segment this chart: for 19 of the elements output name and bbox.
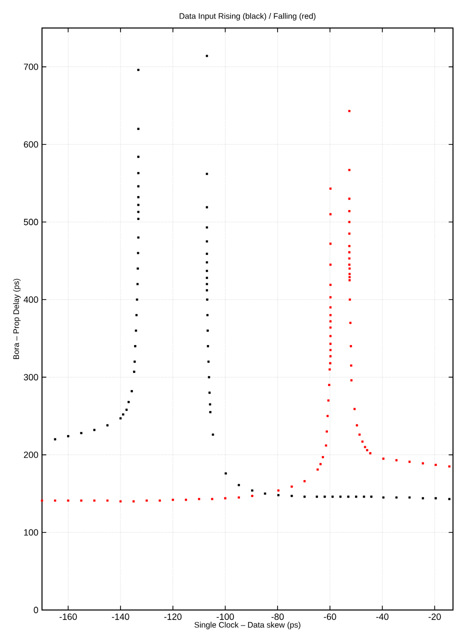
y-axis-title: Bora – Prop Delay (ps) — [13, 278, 21, 360]
y-tick-label: 500 — [24, 218, 38, 226]
x-tick-label: -60 — [324, 614, 336, 620]
x-tick-label: -40 — [376, 614, 388, 620]
y-tick-label: 700 — [24, 64, 38, 70]
x-tick-label: -100 — [216, 614, 234, 620]
y-tick-label: 200 — [24, 452, 38, 458]
y-tick-label: 600 — [24, 141, 38, 148]
x-axis-title: Single Clock – Data skew (ps) — [194, 622, 300, 630]
chart-title: Data Input Rising (black) / Falling (red) — [180, 13, 316, 20]
y-tick-label: 100 — [24, 529, 38, 536]
x-tick-label: -80 — [272, 614, 284, 620]
y-tick-label: 300 — [24, 374, 38, 380]
y-tick-label: 400 — [24, 296, 38, 303]
x-tick-label: -20 — [428, 614, 441, 620]
x-tick-label: -120 — [164, 614, 182, 620]
y-tick-label: 0 — [34, 606, 38, 614]
x-tick-label: -160 — [60, 614, 77, 620]
x-tick-label: -140 — [112, 614, 130, 620]
